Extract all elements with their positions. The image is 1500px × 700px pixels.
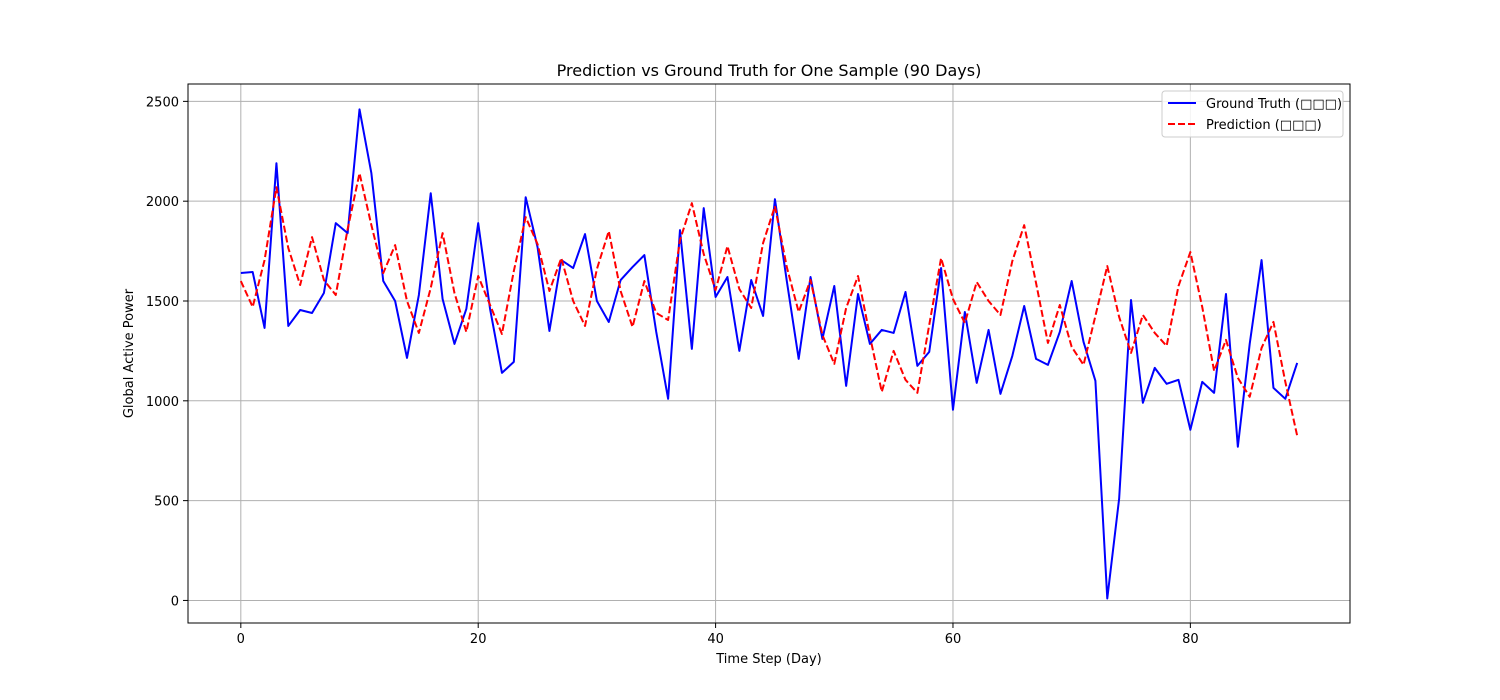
y-tick-label: 500 [154,495,179,510]
grid-lines [188,84,1350,623]
legend: Ground Truth (□□□) Prediction (□□□) [1161,90,1344,138]
x-tick-label: 0 [237,632,245,647]
legend-label-ground-truth: Ground Truth (□□□) [1206,97,1342,112]
x-tick-label: 20 [470,632,487,647]
y-tick-label: 2500 [146,95,179,110]
legend-box [1161,90,1344,138]
y-tick-label: 1000 [146,395,179,410]
plot-frame [187,83,1351,624]
x-tick-label: 40 [707,632,724,647]
series-line-ground-truth [240,108,1299,600]
legend-label-prediction: Prediction (□□□) [1206,118,1322,133]
y-tick-label: 0 [171,594,179,609]
x-tick-label: 80 [1182,632,1199,647]
series-line-prediction [239,172,1299,436]
axis-ticks: 0 20 40 60 80 0 500 1000 1500 2000 2500 [146,95,1199,647]
y-tick-label: 1500 [146,295,179,310]
series-lines [239,108,1299,600]
y-axis-label: Global Active Power [122,288,137,418]
x-tick-label: 60 [945,632,962,647]
chart-title: Prediction vs Ground Truth for One Sampl… [557,61,982,80]
y-tick-label: 2000 [146,195,179,210]
x-axis-label: Time Step (Day) [715,652,822,667]
